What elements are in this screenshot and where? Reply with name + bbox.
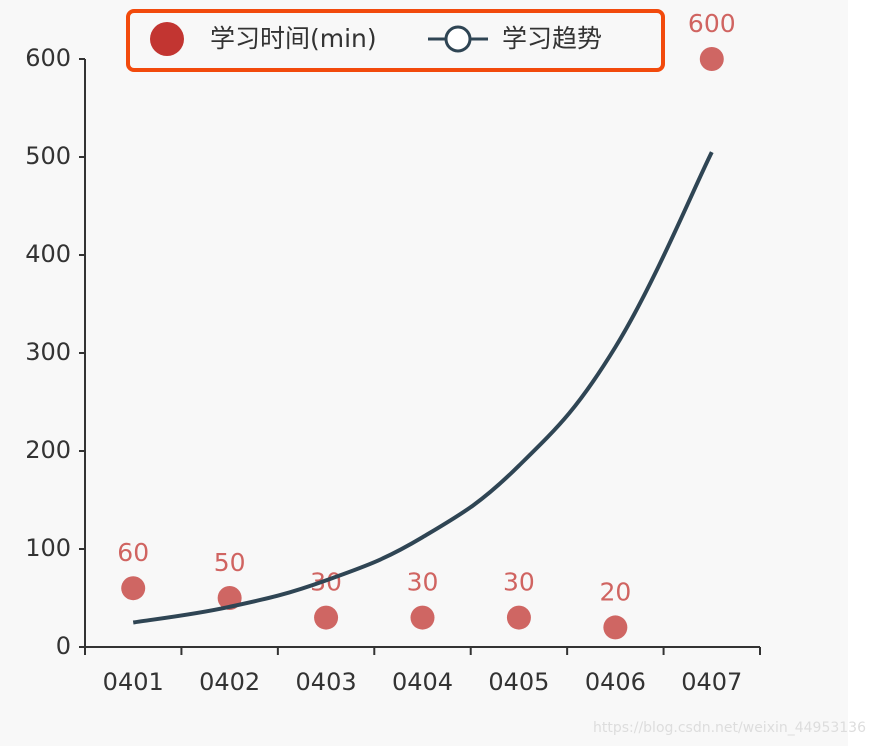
data-label: 60 — [117, 538, 149, 567]
scatter-point — [603, 615, 628, 640]
legend-highlight — [126, 9, 665, 72]
data-label: 20 — [599, 577, 631, 606]
y-tick-label: 500 — [25, 142, 71, 170]
data-label: 50 — [214, 548, 246, 577]
y-tick-label: 300 — [25, 338, 71, 366]
scatter-point — [121, 576, 146, 601]
legend-symbol — [444, 25, 472, 53]
y-tick-label: 600 — [25, 44, 71, 72]
scatter-point — [314, 605, 339, 630]
watermark: https://blog.csdn.net/weixin_44953136 — [593, 720, 866, 736]
y-tick-label: 200 — [25, 436, 71, 464]
x-tick-label: 0403 — [296, 668, 357, 696]
y-tick-label: 400 — [25, 240, 71, 268]
x-tick-label: 0401 — [103, 668, 164, 696]
x-tick-label: 0402 — [199, 668, 260, 696]
scatter-point — [506, 605, 531, 630]
legend-label: 学习时间(min) — [210, 24, 377, 53]
x-tick-label: 0404 — [392, 668, 453, 696]
data-label: 600 — [688, 9, 736, 38]
y-tick-label: 0 — [56, 632, 71, 660]
plot-background — [0, 0, 848, 746]
scatter-point — [699, 47, 724, 71]
scatter-point — [410, 605, 435, 630]
legend-symbol — [150, 22, 184, 56]
y-tick-label: 100 — [25, 534, 71, 562]
x-tick-label: 0407 — [681, 668, 742, 696]
x-tick-label: 0405 — [488, 668, 549, 696]
x-tick-label: 0406 — [585, 668, 646, 696]
trend-line — [132, 151, 714, 625]
data-label: 30 — [407, 568, 439, 597]
data-label: 30 — [503, 568, 535, 597]
legend-label: 学习趋势 — [502, 24, 602, 53]
